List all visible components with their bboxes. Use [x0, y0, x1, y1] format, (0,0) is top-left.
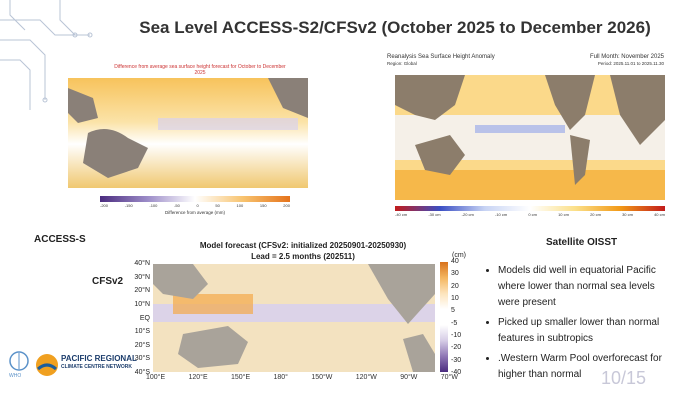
network-name: CLIMATE CENTRE NETWORK [61, 364, 133, 370]
colorbar-ticks: 40 30 20 10 5 -5 -10 -20 -30 -40 [451, 258, 461, 376]
colorbar-tick: -40 [451, 368, 462, 376]
colorbar-tick: 10 [451, 294, 459, 302]
lon-labels: 100°E 120°E 150°E 180° 150°W 120°W 90°W 70°W [146, 374, 458, 381]
lon-label: 100°E [146, 374, 166, 381]
lon-label: 150°E [231, 374, 251, 381]
lon-label: 120°E [188, 374, 208, 381]
bullet: .Western Warm Pool overforecast for high… [498, 351, 676, 383]
colorbar-ticks: -40 cm -30 cm -20 cm -10 cm 0 cm 10 cm 20 cm 30… [395, 212, 665, 217]
model-label: ACCESS-S [34, 234, 86, 245]
colorbar-tick: 50 [215, 203, 220, 208]
lat-label: 20°N [134, 287, 150, 295]
network-name: PACIFIC REGIONAL [61, 354, 137, 363]
map-title: Model forecast (CFSv2: initialized 20250… [199, 241, 407, 250]
region: Region: Global [387, 61, 417, 66]
colorbar-tick: -50 [174, 203, 180, 208]
colorbar-tick: -10 cm [494, 212, 508, 217]
colorbar-tick: 30 [451, 270, 459, 278]
bullets: Models did well in equatorial Pacific wh… [486, 263, 676, 387]
colorbar-tick: 5 [451, 307, 455, 315]
lat-label: 30°N [134, 273, 150, 281]
colorbar-tick: 0 cm [528, 212, 537, 217]
circuit-decoration [0, 0, 93, 110]
unit: (cm) [452, 252, 466, 259]
lat-label: 20°S [134, 341, 150, 349]
colorbar-tick: -20 cm [461, 212, 474, 217]
model-label: CFSv2 [92, 276, 124, 287]
bullet: Models did well in equatorial Pacific wh… [498, 263, 676, 311]
colorbar-tick: 30 cm [622, 212, 633, 217]
colorbar-tick: -20 [451, 344, 462, 352]
lat-labels: 40°N 30°N 20°N 10°N EQ 10°S 20°S 30°S 40°S [128, 260, 150, 376]
colorbar-label: Difference from average (mm) [165, 210, 225, 215]
title: Sea Level ACCESS-S2/CFSv2 (October 2025 … [139, 18, 651, 37]
colorbar [100, 196, 290, 202]
colorbar [395, 206, 665, 211]
colorbar-tick: -40 cm [395, 212, 408, 217]
colorbar-tick: 150 [259, 203, 267, 208]
colorbar-tick: -100 [149, 203, 158, 208]
colorbar-tick: 100 [236, 203, 244, 208]
who-logo [9, 351, 29, 371]
colorbar [440, 262, 448, 372]
colorbar-tick: -30 [451, 356, 462, 364]
lon-label: 120°W [355, 374, 377, 381]
map-title: Difference from average sea surface heig… [114, 64, 286, 76]
colorbar-tick: -200 [100, 203, 109, 208]
cfs-map [153, 264, 435, 372]
colorbar-tick: -30 cm [428, 212, 441, 217]
lon-label: 70°W [440, 374, 458, 381]
colorbar-tick: -5 [451, 319, 458, 327]
oisst-map [395, 75, 665, 200]
model-label: Satellite OISST [546, 237, 618, 248]
colorbar-tick: 40 [451, 258, 459, 265]
network-logo [36, 354, 58, 376]
colorbar-tick: 40 cm [654, 212, 665, 217]
lon-label: 90°W [400, 374, 418, 381]
colorbar-tick: 200 [283, 203, 290, 208]
lat-label: 40°N [134, 260, 150, 267]
period: Period: 2025.11.01 to 2025.11.30 [597, 61, 664, 66]
colorbar-tick: 0 [196, 203, 199, 208]
colorbar-tick: -150 [124, 203, 133, 208]
lat-label: 30°S [134, 355, 150, 363]
access-map [68, 78, 308, 188]
lon-label: 180° [273, 374, 288, 381]
bullet: Picked up smaller lower than normal feat… [498, 315, 676, 347]
colorbar-tick: 20 cm [590, 212, 601, 217]
lon-label: 150°W [311, 374, 333, 381]
who-text: WHO [9, 373, 22, 379]
colorbar-ticks: -200 -150 -100 -50 0 50 100 150 200 [100, 203, 290, 208]
colorbar-tick: 20 [451, 282, 459, 290]
page-number: 10/15 [601, 368, 647, 388]
map-title: Reanalysis Sea Surface Height Anomaly [387, 54, 495, 60]
colorbar-tick: 10 cm [558, 212, 569, 217]
month: Full Month: November 2025 [589, 54, 664, 60]
lat-label: 10°S [134, 328, 150, 336]
lat-label: EQ [139, 314, 150, 322]
lat-label: 40°S [134, 369, 150, 376]
colorbar-tick: -10 [451, 331, 462, 339]
lat-label: 10°N [134, 300, 150, 308]
map-subtitle: Lead = 2.5 months (202511) [251, 252, 355, 261]
